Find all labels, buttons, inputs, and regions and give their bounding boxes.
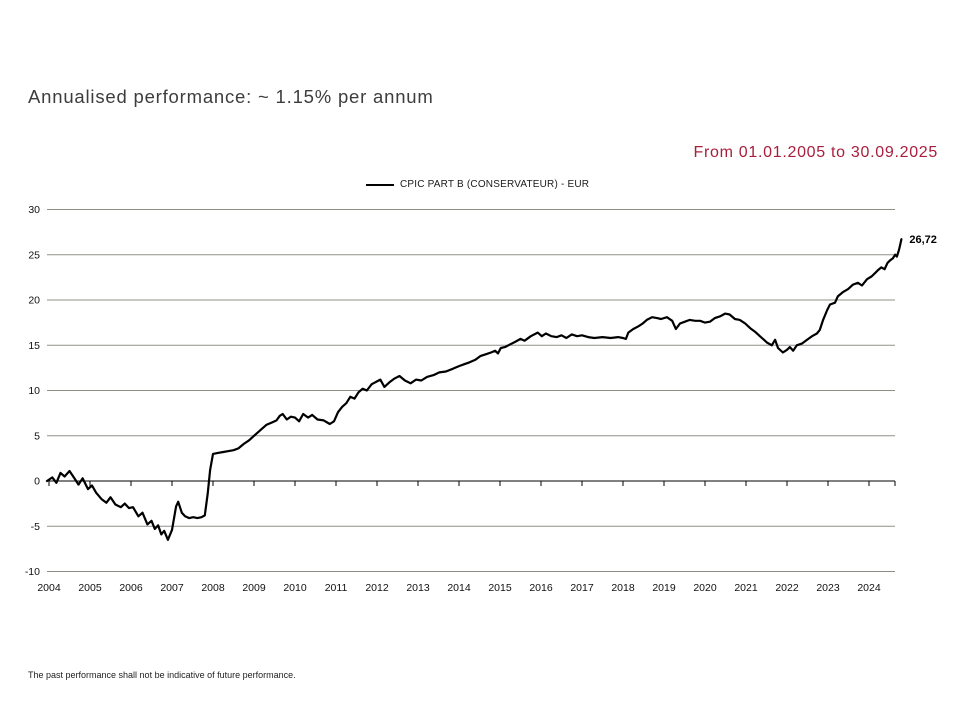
x-axis-year-label: 2007 (160, 582, 184, 594)
series-line (45, 238, 903, 541)
y-axis-tick-label: 10 (28, 385, 40, 397)
period-range-label: From 01.01.2005 to 30.09.2025 (693, 144, 938, 161)
x-axis-year-label: 2005 (78, 582, 102, 594)
x-axis-year-label: 2019 (652, 582, 676, 594)
disclaimer-text: The past performance shall not be indica… (28, 670, 296, 680)
y-axis-tick-label: 20 (28, 295, 40, 307)
y-axis-tick-label: 0 (34, 476, 40, 488)
x-axis-year-label: 2008 (201, 582, 225, 594)
x-axis-year-label: 2021 (734, 582, 758, 594)
series-end-value-label: 26,72 (909, 234, 937, 246)
chart-legend: CPIC PART B (CONSERVATEUR) - EUR (366, 179, 589, 190)
x-axis-year-label: 2016 (529, 582, 553, 594)
legend-line-marker (366, 183, 394, 186)
y-axis-tick-label: 5 (34, 430, 40, 442)
page-title: Annualised performance: ~ 1.15% per annu… (28, 86, 434, 107)
x-axis-year-label: 2024 (857, 582, 881, 594)
x-axis-year-label: 2004 (37, 582, 61, 594)
x-axis-year-label: 2009 (242, 582, 266, 594)
x-axis-year-label: 2015 (488, 582, 512, 594)
x-axis-year-label: 2023 (816, 582, 840, 594)
x-axis-year-label: 2014 (447, 582, 471, 594)
x-axis-year-label: 2022 (775, 582, 799, 594)
y-axis-tick-label: -10 (25, 566, 40, 578)
x-axis-year-label: 2012 (365, 582, 389, 594)
y-axis-tick-label: 25 (28, 249, 40, 261)
x-axis-year-label: 2010 (283, 582, 307, 594)
x-axis-year-label: 2017 (570, 582, 594, 594)
x-axis-year-label: 2011 (325, 582, 348, 594)
y-axis-tick-label: -5 (31, 521, 40, 533)
y-axis-tick-label: 15 (28, 340, 40, 352)
x-axis-year-label: 2018 (611, 582, 635, 594)
x-axis-year-label: 2020 (693, 582, 717, 594)
y-axis-tick-label: 30 (28, 204, 40, 216)
x-axis-year-label: 2006 (119, 582, 143, 594)
x-axis-year-label: 2013 (406, 582, 430, 594)
legend-series-label: CPIC PART B (CONSERVATEUR) - EUR (400, 179, 590, 190)
